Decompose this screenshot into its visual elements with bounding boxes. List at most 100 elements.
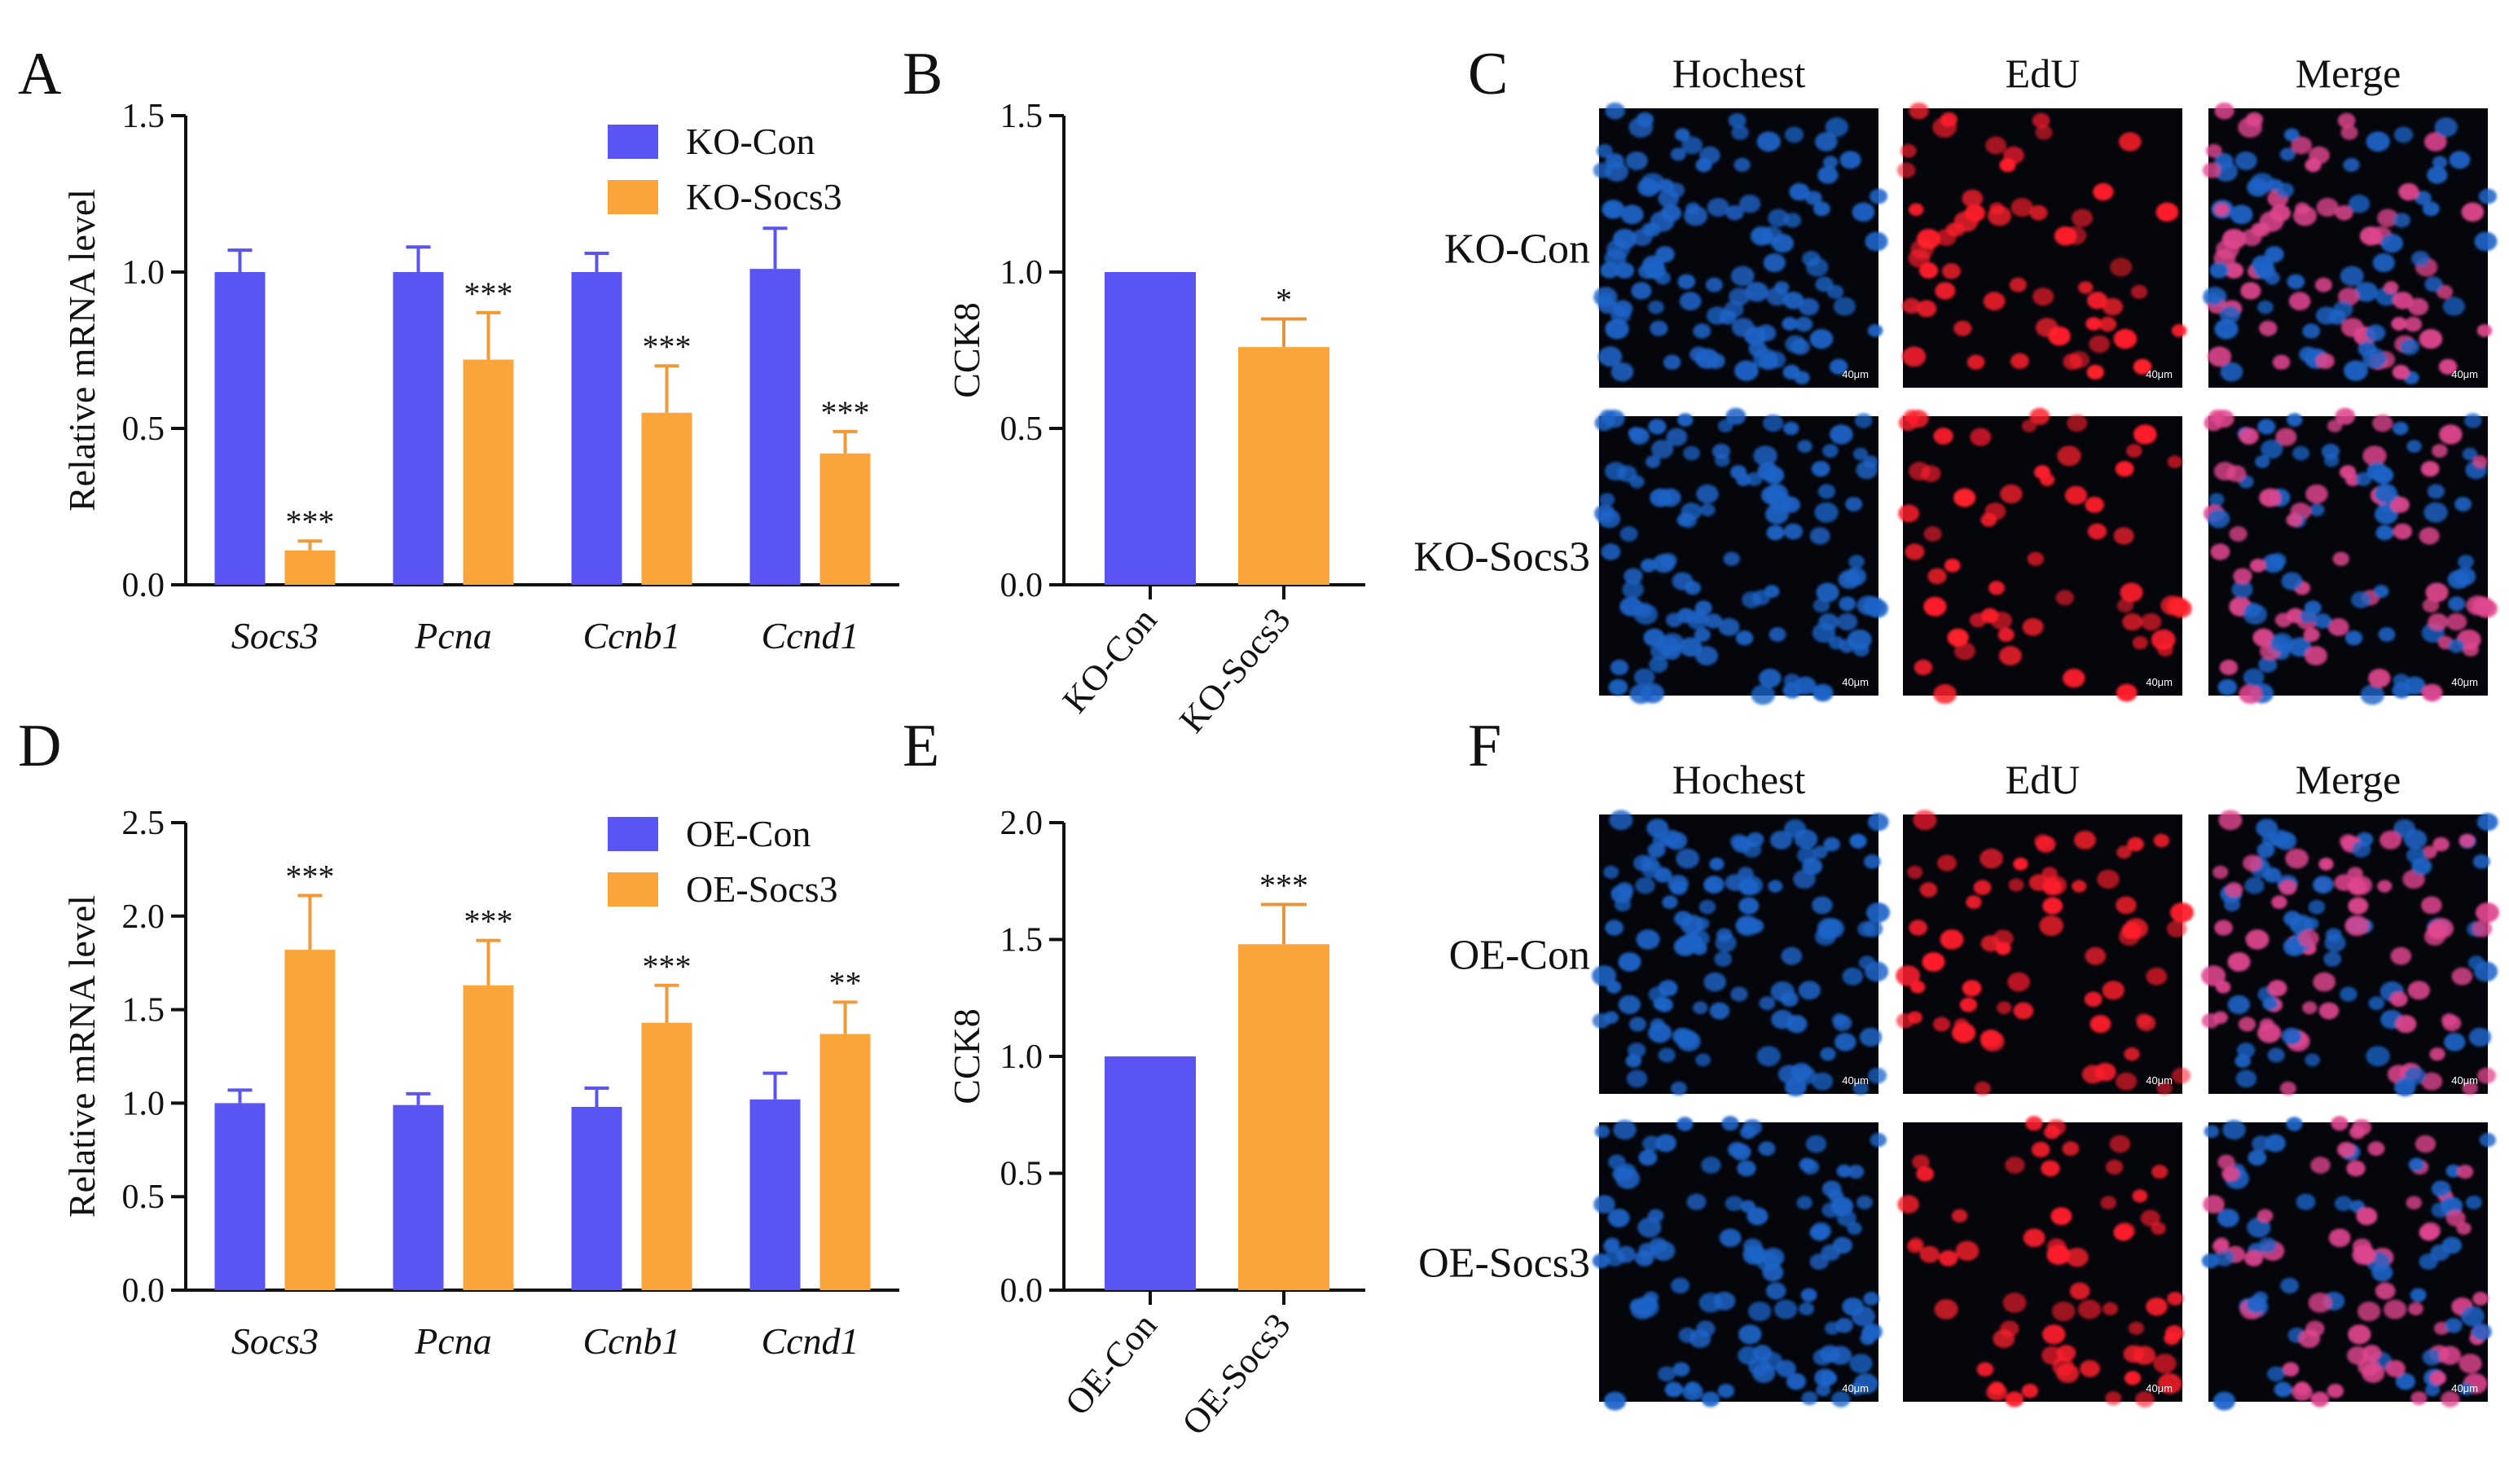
nucleus bbox=[2475, 599, 2498, 618]
nucleus bbox=[1865, 599, 1888, 618]
nucleus bbox=[1809, 527, 1830, 545]
nucleus bbox=[1902, 298, 1921, 314]
nucleus bbox=[2085, 946, 2107, 965]
nuclei-layer bbox=[2204, 407, 2498, 705]
bar-oe-socs3 bbox=[1238, 944, 1329, 1290]
nucleus bbox=[2340, 266, 2364, 287]
nucleus bbox=[2344, 630, 2363, 646]
bar-oe-socs3-ccnd1 bbox=[819, 1034, 871, 1290]
nucleus bbox=[2309, 146, 2330, 165]
nuclei-layer bbox=[1593, 102, 1888, 384]
nucleus bbox=[2067, 414, 2088, 432]
nucleus bbox=[2351, 591, 2371, 608]
nucleus bbox=[2041, 1160, 2060, 1177]
nucleus bbox=[1941, 263, 1962, 279]
nucleus bbox=[2210, 543, 2230, 560]
nucleus bbox=[1669, 880, 1688, 895]
nucleus bbox=[2454, 497, 2472, 511]
nucleus bbox=[2222, 1119, 2246, 1140]
nucleus bbox=[2415, 191, 2432, 205]
nucleus bbox=[1849, 1382, 1865, 1396]
nucleus bbox=[2346, 1160, 2366, 1177]
nucleus bbox=[1867, 323, 1883, 337]
nucleus bbox=[2422, 201, 2440, 217]
nucleus bbox=[1783, 213, 1802, 228]
significance-mark: *** bbox=[464, 275, 513, 312]
nucleus bbox=[2390, 946, 2412, 965]
nucleus bbox=[1631, 282, 1652, 300]
nucleus bbox=[2218, 810, 2243, 831]
nucleus bbox=[1625, 151, 1648, 171]
nucleus bbox=[1983, 292, 2006, 311]
nucleus bbox=[2217, 1154, 2235, 1170]
nucleus bbox=[1658, 1047, 1676, 1063]
nucleus bbox=[2404, 316, 2423, 332]
nucleus bbox=[1703, 876, 1725, 894]
column-header: EdU bbox=[2006, 757, 2081, 802]
nucleus bbox=[1817, 166, 1839, 184]
nucleus bbox=[2057, 446, 2081, 467]
nucleus bbox=[1672, 1027, 1693, 1045]
nucleus bbox=[2271, 895, 2287, 909]
nucleus bbox=[2055, 590, 2075, 606]
nucleus bbox=[1795, 316, 1813, 332]
nucleus bbox=[1944, 558, 1961, 573]
nucleus bbox=[1833, 296, 1856, 316]
nucleus bbox=[1852, 202, 1875, 222]
nucleus bbox=[1962, 189, 1984, 208]
nucleus bbox=[1933, 428, 1953, 445]
nucleus bbox=[2318, 1002, 2340, 1020]
nucleus bbox=[1597, 292, 1613, 305]
nucleus bbox=[2087, 523, 2107, 540]
nucleus bbox=[2357, 1247, 2375, 1262]
scale-bar-label: 40μm bbox=[2146, 676, 2173, 688]
nucleus bbox=[1633, 854, 1653, 872]
nucleus bbox=[2227, 994, 2250, 1015]
nucleus bbox=[1629, 683, 1653, 705]
nucleus bbox=[1735, 630, 1754, 646]
nucleus bbox=[1821, 1244, 1841, 1262]
nucleus bbox=[2339, 834, 2357, 849]
nucleus bbox=[1676, 1117, 1694, 1131]
nucleus bbox=[1635, 1249, 1654, 1267]
nucleus bbox=[1912, 1154, 1930, 1170]
nucleus bbox=[1781, 946, 1803, 965]
nucleus bbox=[2259, 488, 2282, 507]
nucleus bbox=[1898, 504, 1919, 523]
bar-ko-socs3-pcna bbox=[463, 359, 514, 585]
x-category-label: Ccnd1 bbox=[761, 615, 859, 656]
nucleus bbox=[1813, 201, 1830, 217]
nucleus bbox=[2472, 920, 2493, 937]
nucleus bbox=[1966, 354, 1985, 370]
legend-swatch bbox=[608, 180, 658, 214]
significance-mark: * bbox=[1276, 282, 1292, 318]
nucleus bbox=[2305, 1053, 2321, 1067]
nucleus bbox=[1596, 143, 1613, 158]
nucleus bbox=[2124, 1371, 2142, 1385]
nucleus bbox=[1768, 880, 1783, 893]
nucleus bbox=[1932, 116, 1958, 138]
nucleus bbox=[2391, 317, 2407, 331]
nucleus bbox=[2252, 1135, 2270, 1152]
nucleus bbox=[1643, 628, 1665, 647]
nucleus bbox=[1703, 972, 1727, 992]
nucleus bbox=[1646, 455, 1661, 468]
nucleus bbox=[2021, 419, 2037, 432]
nucleus bbox=[2380, 234, 2403, 253]
nucleus bbox=[1654, 867, 1672, 883]
nucleus bbox=[1869, 188, 1888, 204]
nucleus bbox=[2217, 1209, 2239, 1227]
nucleus bbox=[2230, 204, 2253, 225]
nucleus bbox=[2261, 439, 2283, 459]
nucleus bbox=[2373, 585, 2389, 598]
nucleus bbox=[1664, 1381, 1683, 1398]
nucleus bbox=[2462, 1081, 2478, 1095]
nucleus bbox=[1648, 419, 1667, 435]
nucleus bbox=[2434, 117, 2458, 138]
nucleus bbox=[1759, 996, 1776, 1011]
nucleus bbox=[1694, 627, 1711, 642]
nucleus bbox=[2349, 876, 2373, 895]
nucleus bbox=[1914, 659, 1933, 676]
nucleus bbox=[2366, 131, 2390, 152]
nucleus bbox=[2281, 572, 2303, 591]
